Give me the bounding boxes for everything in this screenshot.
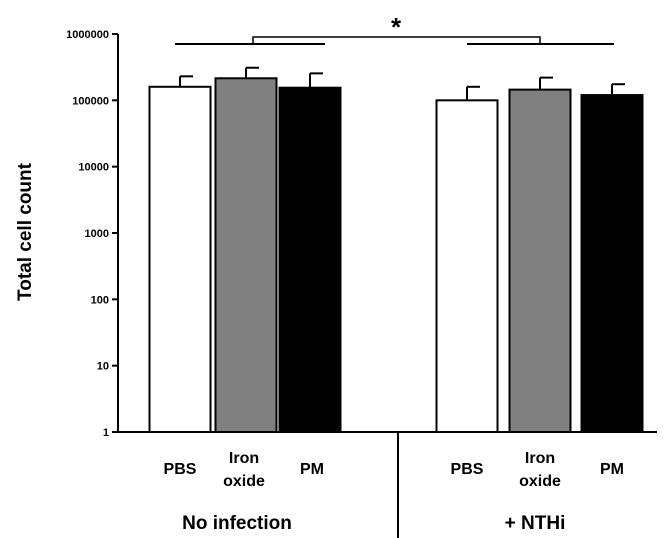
y-tick-label: 1 <box>103 427 109 439</box>
x-tick-label: Iron oxide <box>519 450 561 490</box>
x-tick-label: PBS <box>451 461 484 478</box>
y-tick-label: 100 <box>91 294 109 306</box>
bar <box>278 86 342 433</box>
bar <box>508 88 572 434</box>
x-tick-label: Iron oxide <box>223 450 265 490</box>
bar <box>214 77 278 433</box>
significance-bracket: * <box>175 12 614 45</box>
group-label: No infection <box>182 513 292 534</box>
x-tick-label: PBS <box>164 461 197 478</box>
significance-marker: * <box>391 12 402 42</box>
y-tick-label: 100000 <box>72 95 109 107</box>
x-tick-label: PM <box>300 461 324 478</box>
x-axis: PBS Iron oxide PM No infection PBS Iron oxide PM… <box>118 431 657 538</box>
bars <box>148 66 644 434</box>
group-label: + NTHi <box>505 513 566 534</box>
y-axis: 1 10 100 1000 10000 100000 1000000 <box>66 29 119 439</box>
y-axis-label: Total cell count <box>15 162 36 301</box>
y-tick-label: 10000 <box>78 162 109 174</box>
bar <box>148 85 212 434</box>
y-tick-label: 10 <box>97 361 109 373</box>
comparison-bracket <box>252 36 541 44</box>
x-tick-label: PM <box>600 461 624 478</box>
y-tick-label: 1000 <box>85 228 109 240</box>
bar <box>435 99 499 433</box>
bar <box>580 94 644 434</box>
y-tick-label: 1000000 <box>66 29 109 41</box>
